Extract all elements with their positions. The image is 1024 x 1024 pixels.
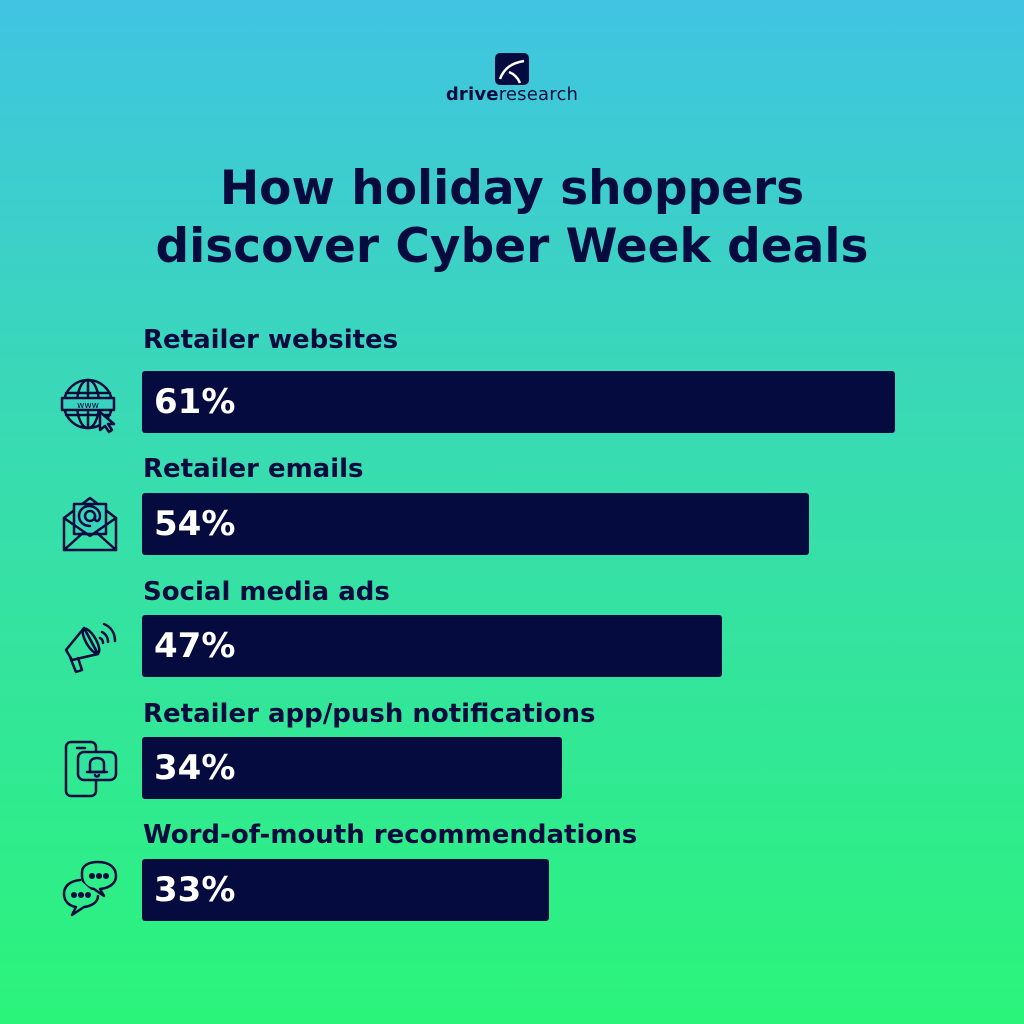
bar-word-of-mouth-recommendations: [142, 859, 549, 921]
chart-title-line-1: How holiday shoppers: [219, 161, 805, 216]
bar-label-retailer-emails: Retailer emails: [143, 454, 364, 484]
email-envelope-icon: [60, 494, 120, 554]
logo-icon: [495, 53, 529, 85]
bar-value-retailer-app-push-notifications: 34%: [154, 748, 236, 788]
bar-value-social-media-ads: 47%: [154, 626, 236, 666]
chat-bubbles-icon: [60, 858, 120, 918]
bar-retailer-websites: [142, 371, 895, 433]
bar-label-retailer-websites: Retailer websites: [143, 325, 399, 355]
chart-title-line-2: discover Cyber Week deals: [155, 219, 869, 274]
bar-retailer-emails: [142, 493, 809, 555]
brand-name-bold: drive: [445, 84, 499, 105]
brand-wordmark: driveresearch: [0, 84, 1024, 105]
bar-retailer-app-push-notifications: [142, 737, 562, 799]
globe-www-icon: www: [60, 374, 120, 434]
phone-notification-icon: [60, 738, 120, 798]
bar-label-word-of-mouth-recommendations: Word-of-mouth recommendations: [143, 820, 638, 850]
brand-name-light: research: [498, 84, 579, 105]
bar-value-retailer-websites: 61%: [154, 382, 236, 422]
bar-social-media-ads: [142, 615, 722, 677]
megaphone-icon: [60, 616, 120, 676]
bar-value-retailer-emails: 54%: [154, 504, 236, 544]
bar-label-retailer-app-push-notifications: Retailer app/push notifications: [143, 699, 596, 729]
bar-label-social-media-ads: Social media ads: [143, 577, 390, 607]
svg-text:www: www: [77, 401, 99, 411]
bar-value-word-of-mouth-recommendations: 33%: [154, 870, 236, 910]
chart-title: How holiday shoppers discover Cyber Week…: [0, 160, 1024, 276]
